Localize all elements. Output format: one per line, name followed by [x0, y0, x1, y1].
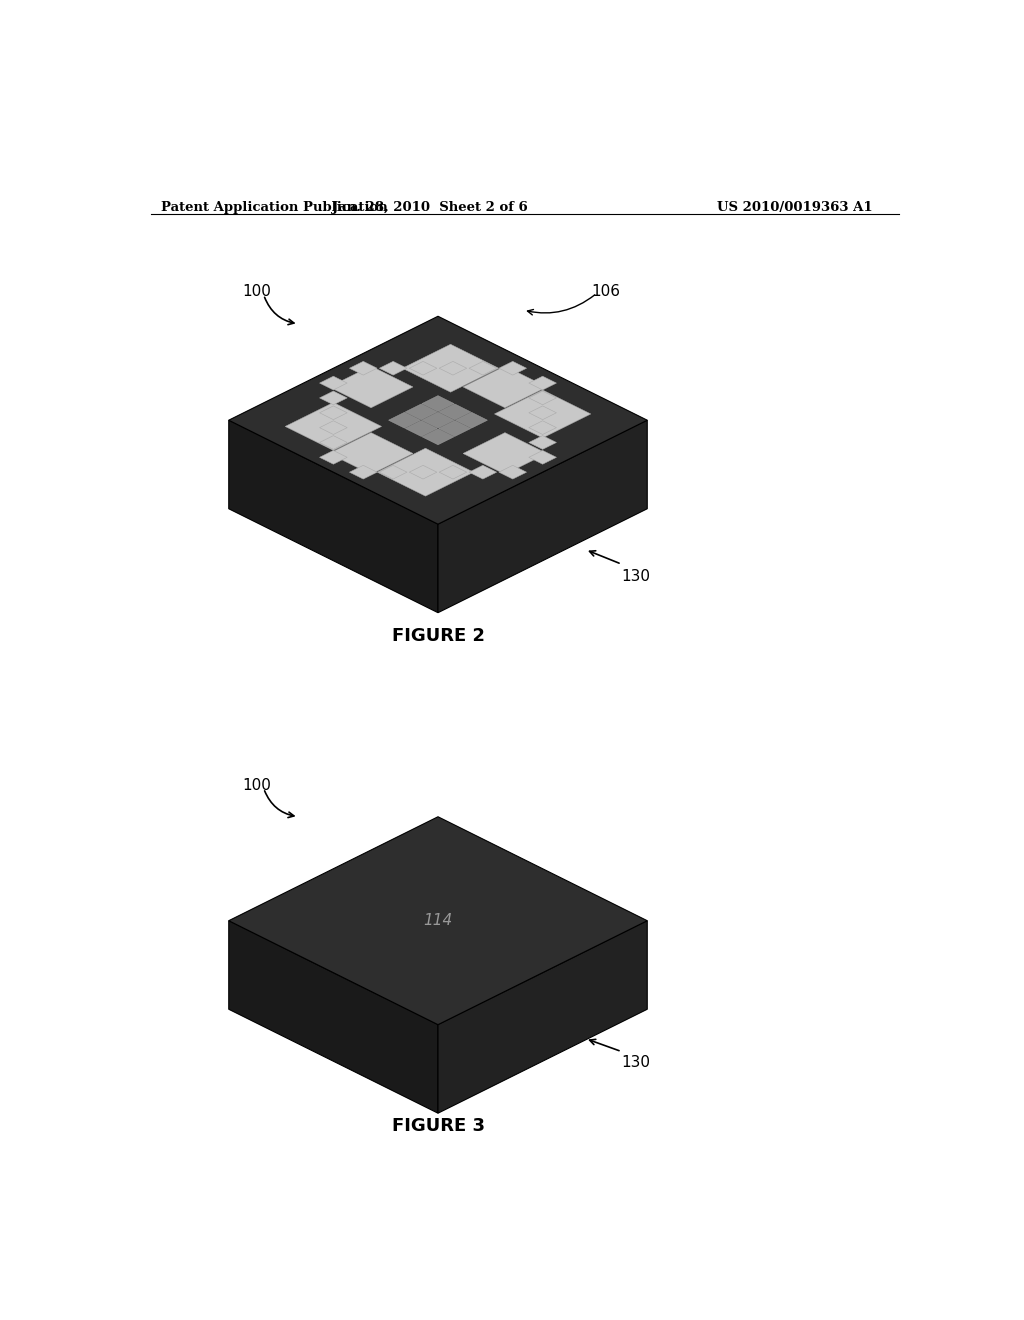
- Polygon shape: [528, 421, 556, 434]
- Polygon shape: [422, 429, 454, 445]
- Text: FIGURE 2: FIGURE 2: [391, 627, 484, 644]
- Polygon shape: [319, 391, 347, 405]
- Polygon shape: [499, 362, 526, 375]
- Text: Jan. 28, 2010  Sheet 2 of 6: Jan. 28, 2010 Sheet 2 of 6: [333, 201, 528, 214]
- Polygon shape: [463, 433, 547, 474]
- Polygon shape: [228, 420, 438, 612]
- Polygon shape: [438, 921, 647, 1113]
- Polygon shape: [438, 420, 647, 612]
- Polygon shape: [422, 412, 454, 428]
- Polygon shape: [439, 421, 471, 437]
- Polygon shape: [319, 407, 347, 420]
- Text: 114: 114: [423, 913, 453, 928]
- Polygon shape: [286, 403, 382, 450]
- Polygon shape: [456, 412, 487, 428]
- Text: 130: 130: [621, 1056, 650, 1071]
- Text: 100: 100: [243, 284, 271, 298]
- Polygon shape: [319, 450, 347, 465]
- Polygon shape: [406, 421, 437, 437]
- Polygon shape: [228, 317, 647, 524]
- Polygon shape: [377, 449, 473, 496]
- Polygon shape: [379, 362, 407, 375]
- Polygon shape: [410, 362, 437, 375]
- Polygon shape: [319, 436, 347, 449]
- Polygon shape: [528, 407, 556, 420]
- Polygon shape: [469, 466, 497, 479]
- Polygon shape: [495, 389, 591, 438]
- Text: 130: 130: [621, 569, 650, 583]
- Polygon shape: [406, 404, 437, 420]
- Polygon shape: [319, 376, 347, 389]
- Polygon shape: [463, 366, 547, 408]
- Text: US 2010/0019363 A1: US 2010/0019363 A1: [717, 201, 872, 214]
- Text: FIGURE 3: FIGURE 3: [391, 1117, 484, 1135]
- Polygon shape: [439, 362, 467, 375]
- Polygon shape: [329, 433, 413, 474]
- Polygon shape: [528, 391, 556, 405]
- Polygon shape: [329, 366, 413, 408]
- Polygon shape: [349, 362, 377, 375]
- Polygon shape: [349, 466, 377, 479]
- Polygon shape: [228, 817, 647, 1024]
- Polygon shape: [422, 396, 454, 412]
- Polygon shape: [389, 412, 421, 428]
- Text: 106: 106: [592, 284, 621, 298]
- Polygon shape: [402, 345, 499, 392]
- Polygon shape: [528, 376, 556, 389]
- Polygon shape: [410, 466, 437, 479]
- Polygon shape: [528, 450, 556, 465]
- Polygon shape: [379, 466, 407, 479]
- Text: Patent Application Publication: Patent Application Publication: [161, 201, 387, 214]
- Polygon shape: [469, 362, 497, 375]
- Polygon shape: [439, 466, 467, 479]
- Polygon shape: [439, 404, 471, 420]
- Polygon shape: [319, 421, 347, 434]
- Polygon shape: [499, 466, 526, 479]
- Polygon shape: [528, 436, 556, 449]
- Text: 100: 100: [243, 779, 271, 793]
- Polygon shape: [228, 921, 438, 1113]
